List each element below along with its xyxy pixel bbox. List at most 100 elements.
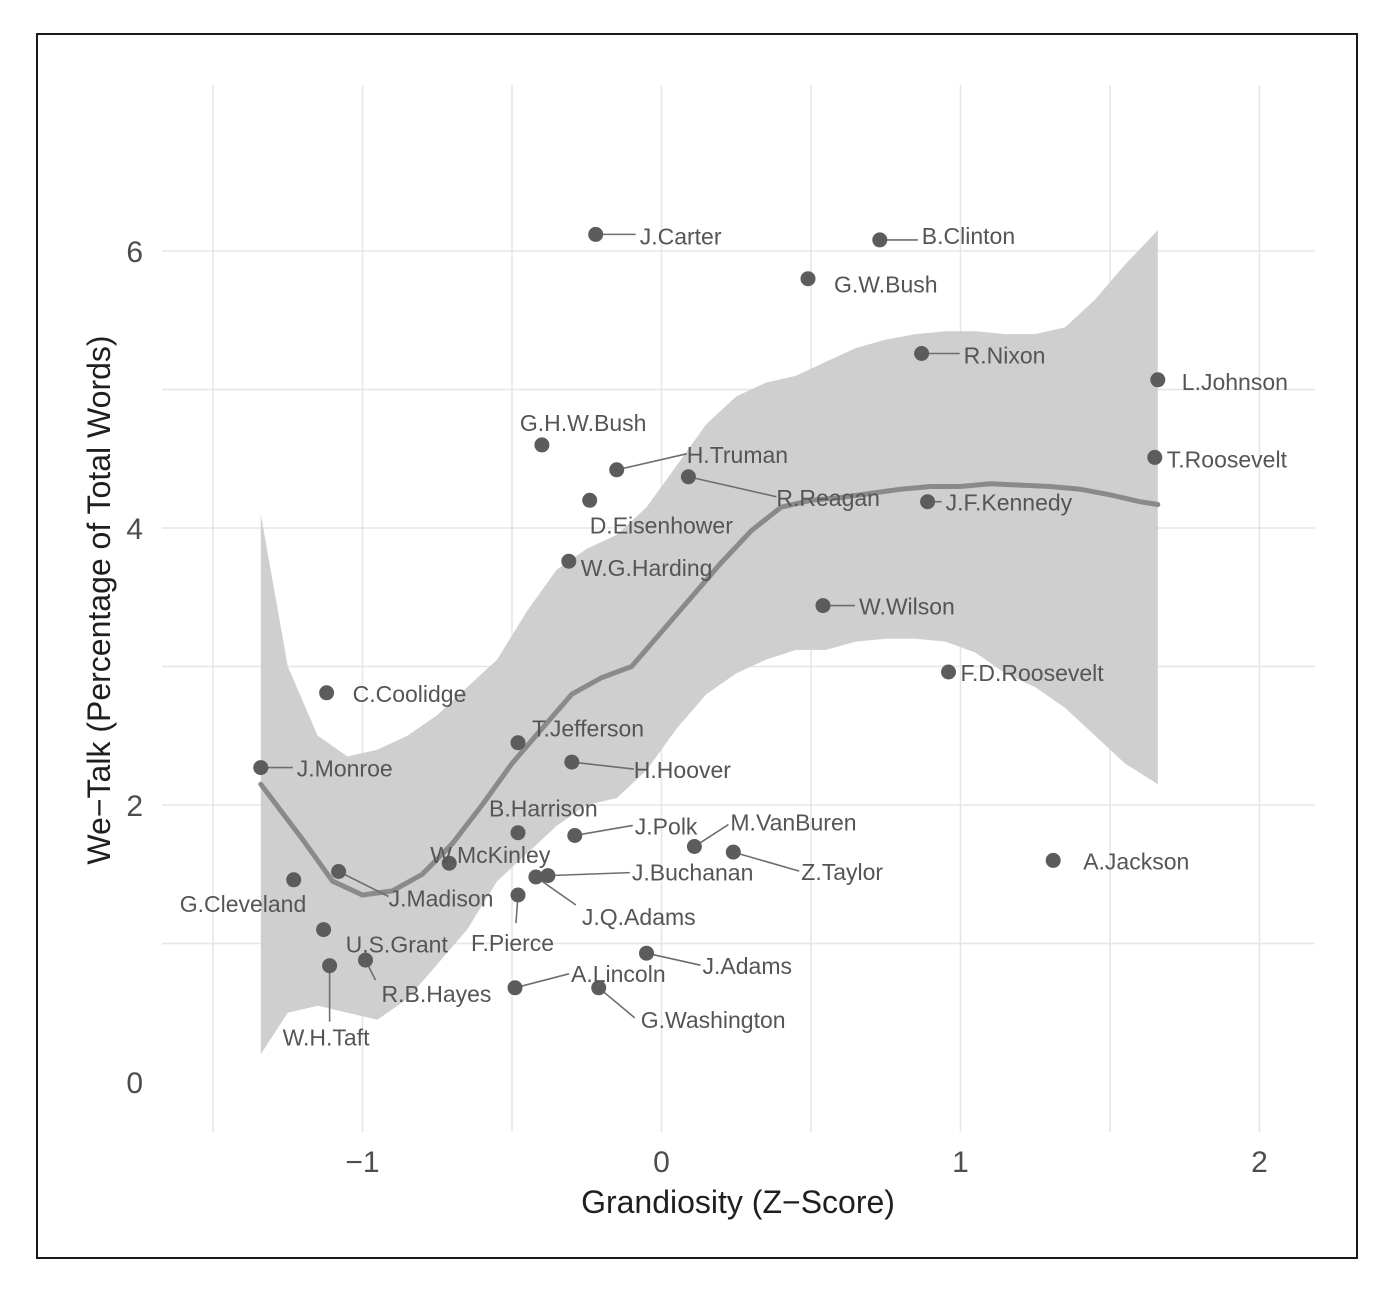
point-label: G.Cleveland	[180, 891, 307, 917]
point-label: G.Washington	[641, 1007, 786, 1033]
point-label: J.Carter	[640, 223, 722, 249]
point-label: M.VanBuren	[730, 810, 856, 836]
data-point	[441, 855, 457, 871]
data-point	[510, 735, 526, 751]
data-point	[319, 685, 335, 701]
data-point	[591, 980, 607, 996]
leader-line	[688, 475, 777, 498]
data-point	[534, 437, 550, 453]
data-point	[582, 492, 598, 508]
data-point	[561, 553, 577, 569]
data-point	[358, 952, 373, 968]
point-label: G.W.Bush	[834, 272, 938, 298]
leader-line	[514, 973, 570, 989]
y-tick-label: 0	[126, 1067, 143, 1100]
point-label: A.Lincoln	[571, 961, 666, 987]
x-tick-label: 2	[1251, 1146, 1268, 1179]
leader-line	[598, 987, 636, 1019]
data-point	[609, 462, 625, 478]
leader-line	[733, 851, 800, 872]
point-label: W.Wilson	[859, 594, 955, 620]
x-axis-title: Grandiosity (Z−Score)	[581, 1184, 895, 1220]
leader-line	[535, 876, 577, 906]
point-label: R.B.Hayes	[382, 981, 492, 1007]
tick-label-layer: −1 0 1 2 0 2 4 6	[126, 236, 1268, 1179]
data-point	[1147, 449, 1163, 465]
point-label: J.Polk	[635, 814, 698, 840]
data-point	[253, 760, 269, 776]
data-point	[680, 469, 696, 485]
point-label: F.D.Roosevelt	[961, 660, 1105, 686]
point-label: L.Johnson	[1182, 369, 1288, 395]
leader-line	[338, 870, 389, 898]
data-point	[686, 839, 702, 854]
data-point	[528, 869, 544, 885]
point-label: C.Coolidge	[353, 681, 467, 707]
chart-frame	[36, 33, 1358, 1259]
data-point	[800, 271, 816, 287]
data-point	[941, 664, 956, 680]
point-label: R.Reagan	[776, 485, 880, 511]
point-label: A.Jackson	[1083, 848, 1189, 874]
point-label: U.S.Grant	[346, 932, 449, 958]
y-axis-title: We−Talk (Percentage of Total Words)	[81, 335, 117, 864]
leader-line	[616, 453, 687, 471]
point-label: W.G.Harding	[581, 555, 713, 581]
data-point	[331, 864, 347, 879]
data-point	[588, 226, 604, 242]
data-point	[815, 598, 831, 614]
data-point	[1045, 852, 1061, 868]
data-point	[872, 232, 888, 248]
confidence-band	[260, 230, 1158, 1055]
point-label-layer: J.Carter B.Clinton G.W.Bush R.Nixon L.Johnso…	[180, 223, 1288, 1051]
data-point	[1150, 372, 1166, 388]
data-point	[316, 922, 332, 938]
confidence-band-layer	[260, 230, 1158, 1055]
smooth-trend-line	[258, 481, 1161, 898]
point-label: J.Buchanan	[632, 860, 753, 886]
data-point	[914, 346, 930, 361]
point-label: T.Jefferson	[532, 716, 644, 742]
point-label: G.H.W.Bush	[520, 410, 647, 436]
data-point	[322, 958, 338, 974]
data-point	[286, 872, 302, 888]
data-point	[920, 494, 936, 510]
data-point	[725, 844, 741, 860]
point-label: H.Hoover	[634, 757, 731, 783]
point-label: Z.Taylor	[801, 859, 883, 885]
point-label: J.Q.Adams	[582, 904, 696, 930]
y-tick-label: 6	[126, 236, 143, 269]
point-label: J.Adams	[703, 953, 792, 979]
y-tick-label: 4	[126, 513, 143, 546]
point-label: B.Clinton	[922, 223, 1015, 249]
point-label: J.Monroe	[297, 756, 393, 782]
data-point	[564, 754, 580, 770]
point-label: W.McKinley	[430, 842, 551, 868]
leader-line	[646, 952, 701, 966]
leader-line	[574, 824, 633, 837]
point-label: W.H.Taft	[283, 1025, 371, 1051]
point-label: J.F.Kennedy	[946, 490, 1073, 516]
point-label: F.Pierce	[471, 930, 554, 956]
point-label: R.Nixon	[964, 343, 1046, 369]
smooth-line-layer	[258, 481, 1161, 898]
leader-line	[571, 761, 634, 770]
data-point	[510, 825, 526, 841]
point-label: H.Truman	[687, 442, 788, 468]
data-point	[510, 887, 526, 903]
data-point	[639, 945, 654, 961]
data-point	[567, 828, 583, 843]
point-label: J.Madison	[389, 886, 494, 912]
x-tick-label: 1	[952, 1146, 969, 1179]
point-label: D.Eisenhower	[590, 512, 734, 538]
leader-line	[547, 871, 630, 877]
point-label: B.Harrison	[489, 796, 598, 822]
data-point	[507, 980, 523, 996]
x-tick-label: −1	[345, 1146, 379, 1179]
data-point	[540, 868, 556, 884]
point-layer	[253, 226, 1166, 996]
point-label: T.Roosevelt	[1167, 446, 1288, 472]
y-tick-label: 2	[126, 790, 143, 823]
x-tick-label: 0	[653, 1146, 670, 1179]
